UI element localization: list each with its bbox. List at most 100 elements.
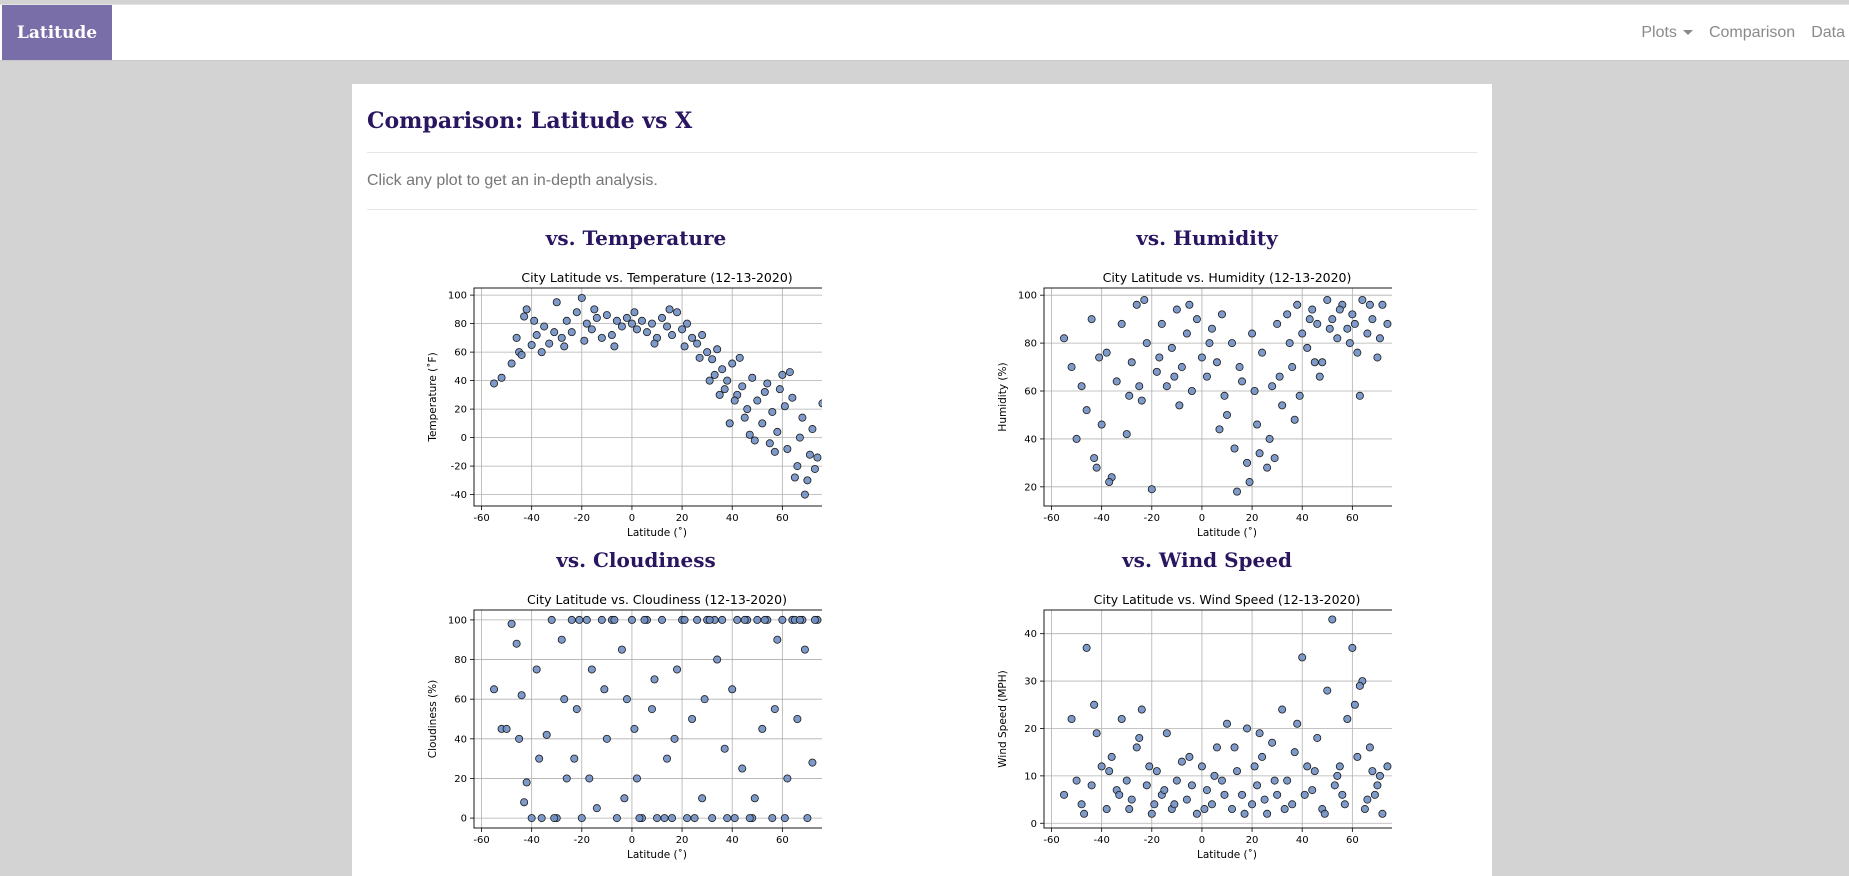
data-point — [783, 445, 792, 454]
data-point — [1080, 809, 1089, 818]
data-point — [587, 665, 596, 674]
data-point — [1365, 300, 1374, 309]
data-point — [1095, 353, 1104, 362]
data-point — [1268, 382, 1277, 391]
nav-data-link[interactable]: Data — [1811, 23, 1845, 41]
data-point — [793, 462, 802, 471]
data-point — [1220, 391, 1229, 400]
data-point — [490, 379, 499, 388]
data-point — [1228, 805, 1237, 814]
data-point — [1142, 339, 1151, 348]
x-axis-label: Latitude (˚) — [1197, 527, 1257, 538]
data-point — [1245, 478, 1254, 487]
data-point — [1202, 372, 1211, 381]
data-point — [527, 814, 536, 823]
data-point — [785, 368, 794, 377]
data-point — [760, 615, 769, 624]
chart-title: City Latitude vs. Temperature (12-13-202… — [521, 270, 792, 285]
data-point — [1295, 391, 1304, 400]
plot-humidity[interactable]: City Latitude vs. Humidity (12-13-2020) -… — [992, 266, 1392, 538]
data-point — [693, 339, 702, 348]
data-point — [1157, 319, 1166, 328]
data-point — [1365, 743, 1374, 752]
y-axis-label: Cloudiness (%) — [427, 680, 439, 758]
data-point — [738, 764, 747, 773]
data-point — [580, 336, 589, 345]
data-point — [512, 639, 521, 648]
plot-wind-speed[interactable]: City Latitude vs. Wind Speed (12-13-2020… — [992, 588, 1392, 860]
data-point — [520, 798, 529, 807]
data-point — [1328, 315, 1337, 324]
y-axis-label: Humidity (%) — [997, 362, 1009, 431]
data-point — [678, 325, 687, 334]
data-point — [512, 333, 521, 342]
chart-title: City Latitude vs. Wind Speed (12-13-2020… — [1094, 592, 1361, 607]
data-point — [1077, 382, 1086, 391]
data-point — [607, 331, 616, 340]
data-point — [1250, 387, 1259, 396]
data-point — [1102, 348, 1111, 357]
data-point — [1067, 363, 1076, 372]
plot-temperature[interactable]: City Latitude vs. Temperature (12-13-202… — [422, 266, 822, 538]
data-point — [715, 390, 724, 399]
data-point — [735, 353, 744, 362]
data-point — [730, 396, 739, 405]
data-point — [730, 814, 739, 823]
x-tick-label: 0 — [629, 513, 635, 524]
data-point — [745, 814, 754, 823]
data-point — [1097, 762, 1106, 771]
y-tick-label: 100 — [1018, 291, 1037, 302]
data-point — [1373, 781, 1382, 790]
plot-area — [1044, 288, 1392, 506]
data-point — [1102, 805, 1111, 814]
data-point — [637, 316, 646, 325]
plot-area — [474, 288, 822, 506]
data-point — [1335, 762, 1344, 771]
data-point — [592, 804, 601, 813]
nav-comparison-link[interactable]: Comparison — [1708, 23, 1796, 41]
data-point — [627, 615, 636, 624]
data-point — [808, 758, 817, 767]
data-point — [720, 744, 729, 753]
data-point — [1323, 295, 1332, 304]
brand-logo[interactable]: Latitude — [2, 5, 112, 60]
data-point — [1217, 776, 1226, 785]
data-point — [1328, 615, 1337, 624]
plot-cloudiness[interactable]: City Latitude vs. Cloudiness (12-13-2020… — [422, 588, 822, 860]
data-point — [552, 298, 561, 307]
data-point — [670, 734, 679, 743]
data-point — [577, 814, 586, 823]
data-point — [1162, 382, 1171, 391]
plot-frame — [473, 609, 822, 829]
data-point — [1172, 305, 1181, 314]
chart-title: City Latitude vs. Cloudiness (12-13-2020… — [527, 592, 787, 607]
data-point — [795, 615, 804, 624]
data-point — [1343, 324, 1352, 333]
data-point — [515, 734, 524, 743]
data-point — [1345, 339, 1354, 348]
data-point — [1125, 805, 1134, 814]
x-tick-label: -40 — [1093, 513, 1109, 524]
data-point — [1363, 795, 1372, 804]
y-tick-label: 40 — [454, 734, 467, 745]
data-point — [698, 794, 707, 803]
data-point — [758, 419, 767, 428]
data-point — [768, 814, 777, 823]
data-point — [1230, 444, 1239, 453]
x-tick-label: -40 — [1093, 835, 1109, 846]
x-axis-label: Latitude (˚) — [627, 849, 687, 860]
data-point — [1192, 809, 1201, 818]
data-point — [1243, 458, 1252, 467]
data-point — [698, 331, 707, 340]
data-point — [750, 794, 759, 803]
data-point — [813, 453, 822, 462]
y-tick-label: 100 — [448, 615, 467, 626]
nav-plots-dropdown[interactable]: Plots — [1641, 24, 1693, 42]
data-point — [1122, 776, 1131, 785]
data-point — [622, 313, 631, 322]
data-point — [652, 814, 661, 823]
y-tick-label: 60 — [454, 348, 467, 359]
data-point — [1323, 686, 1332, 695]
data-point — [1060, 790, 1069, 799]
data-point — [1175, 401, 1184, 410]
